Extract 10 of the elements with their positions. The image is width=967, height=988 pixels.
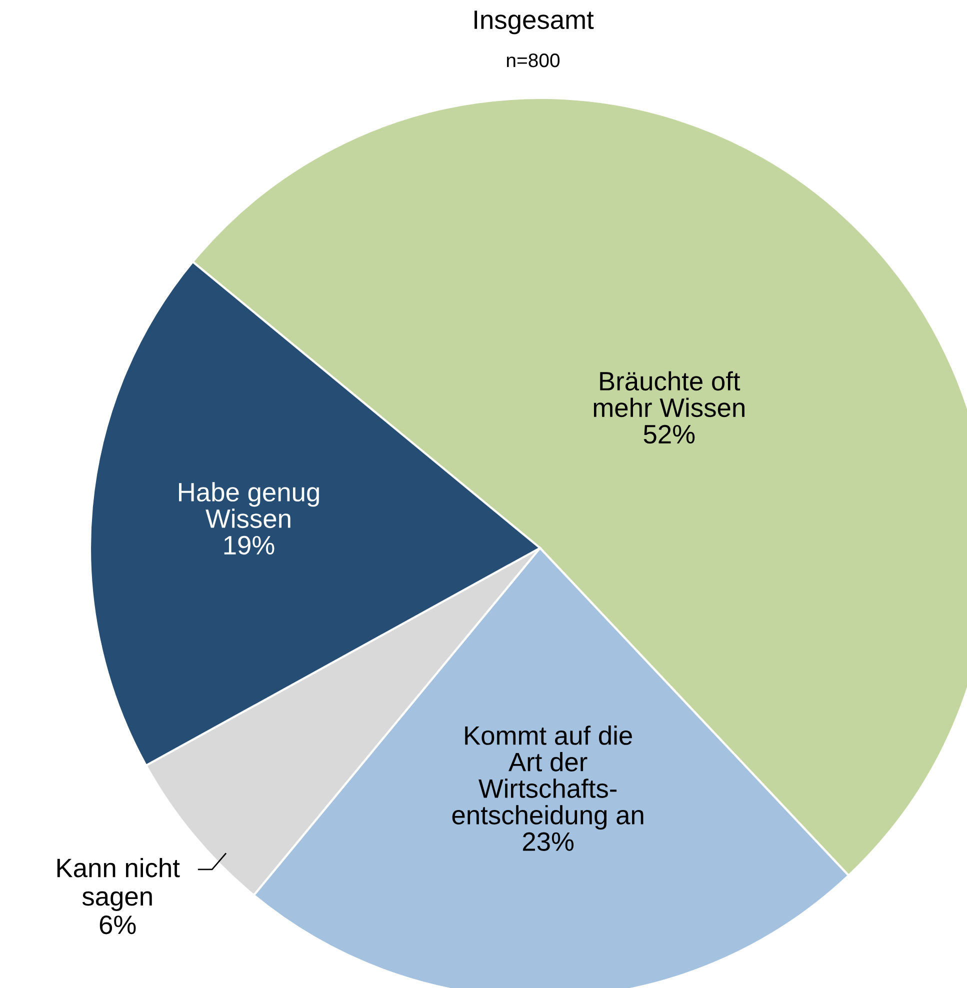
slice-label: Kommt auf die Art der Wirtschafts- entscheidung an <box>452 726 644 830</box>
data-label: 23% <box>522 832 574 851</box>
slice-label: Kann nicht sagen <box>57 858 180 911</box>
chart-subtitle: n=800 <box>506 53 560 68</box>
data-label: 52% <box>644 424 695 444</box>
chart-title: Insgesamt <box>474 10 594 34</box>
data-label: 19% <box>224 536 274 555</box>
slice-label: Habe genug Wissen <box>179 482 319 528</box>
data-label: 6% <box>100 916 136 934</box>
slice-label: Bräuchte oft mehr Wissen <box>594 371 744 418</box>
